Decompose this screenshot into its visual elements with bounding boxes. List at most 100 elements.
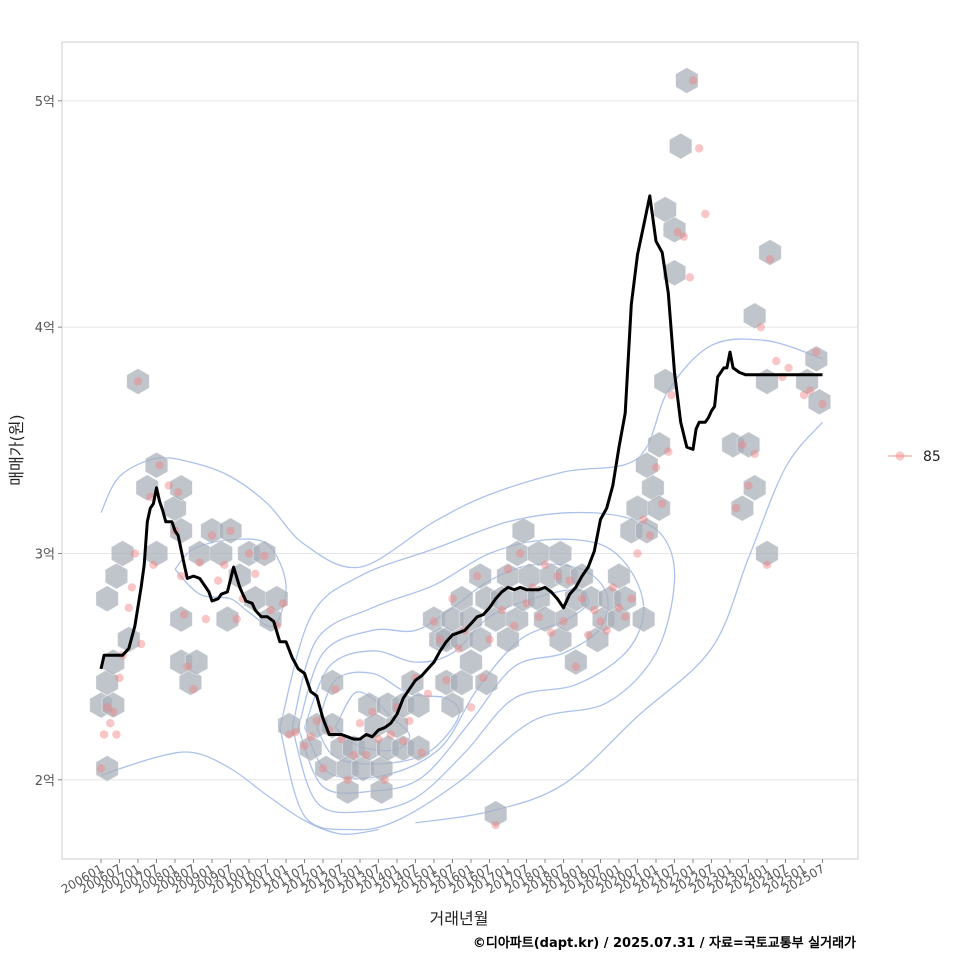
- data-point: [799, 390, 809, 400]
- data-point: [448, 594, 457, 603]
- data-point: [503, 565, 513, 574]
- data-point: [136, 639, 146, 649]
- hexbin-cell: [277, 712, 301, 739]
- data-point: [173, 488, 183, 497]
- data-point: [266, 605, 275, 615]
- y-axis-title: 매매가(원): [7, 414, 26, 485]
- data-point: [155, 461, 164, 470]
- data-point: [96, 764, 106, 773]
- hexbin-cell: [554, 605, 579, 633]
- data-point: [559, 617, 568, 626]
- data-point: [633, 549, 642, 558]
- scatter-points: [96, 76, 827, 830]
- data-point: [435, 635, 445, 644]
- data-point: [112, 730, 121, 739]
- data-point: [331, 685, 340, 694]
- data-point: [756, 322, 766, 332]
- data-point: [744, 481, 753, 490]
- hexbin-cell: [218, 517, 243, 545]
- data-point: [701, 209, 710, 219]
- data-point: [522, 599, 531, 608]
- data-point: [762, 560, 772, 569]
- data-point: [220, 560, 229, 569]
- data-point: [124, 603, 133, 612]
- data-point: [602, 626, 611, 635]
- data-point: [639, 515, 648, 524]
- data-point: [183, 662, 192, 671]
- y-axis-ticks: 2억 3억 4억 5억: [35, 95, 62, 789]
- data-point: [731, 504, 741, 513]
- data-point: [673, 227, 682, 237]
- hexbin-cell: [669, 132, 693, 160]
- data-point: [244, 549, 254, 558]
- data-point: [664, 447, 673, 456]
- data-point: [454, 644, 463, 653]
- data-point: [772, 356, 781, 366]
- data-point: [590, 605, 599, 615]
- hexbin-cell: [804, 345, 828, 373]
- data-point: [115, 673, 124, 683]
- hexbin-cell: [758, 239, 782, 266]
- legend: 85: [888, 449, 941, 465]
- data-point: [577, 594, 587, 603]
- data-point: [349, 750, 359, 760]
- x-axis-title: 거래년월: [430, 909, 489, 928]
- data-point: [106, 719, 115, 728]
- trend-series-line: [99, 194, 823, 741]
- data-point: [109, 707, 118, 717]
- data-point: [368, 707, 377, 717]
- density-contour: [100, 338, 823, 569]
- data-point: [278, 599, 288, 608]
- data-point: [306, 732, 315, 741]
- hexbin-cell: [755, 540, 779, 567]
- x-axis-ticks: 2006012006072007012007072008012008072009…: [59, 859, 827, 897]
- hexbin-cell: [104, 562, 129, 590]
- hexbin-cell: [675, 67, 699, 94]
- data-point: [620, 612, 630, 622]
- data-point: [667, 390, 676, 400]
- data-point: [466, 703, 476, 712]
- hexbin-cell: [215, 605, 240, 633]
- data-point: [651, 463, 661, 472]
- data-point: [405, 716, 414, 726]
- data-point: [201, 614, 211, 624]
- hexbin-cell: [647, 431, 671, 459]
- hexbin-cell: [320, 669, 344, 696]
- data-point: [571, 662, 581, 671]
- data-point: [99, 730, 109, 739]
- data-point: [423, 689, 433, 698]
- data-point: [386, 730, 396, 739]
- data-point: [195, 558, 204, 567]
- data-point: [596, 617, 605, 626]
- data-point: [374, 734, 383, 744]
- data-point: [546, 628, 556, 637]
- hexbin-cell: [209, 540, 233, 567]
- data-point: [300, 741, 309, 751]
- hexbin-cell: [406, 734, 431, 762]
- data-point: [738, 440, 747, 450]
- hexbin-cell: [607, 605, 631, 633]
- data-point: [812, 347, 821, 357]
- hexbin-cell: [635, 517, 659, 545]
- data-point: [146, 492, 155, 502]
- hexbin-cell: [144, 451, 169, 479]
- data-point: [429, 617, 439, 626]
- hexbin-cell: [252, 540, 277, 567]
- data-point: [318, 764, 328, 773]
- hexbin-cell: [585, 626, 610, 653]
- data-point: [312, 716, 322, 726]
- data-point: [232, 614, 241, 624]
- data-point: [213, 576, 223, 585]
- source-caption: ©디아파트(dapt.kr) / 2025.07.31 / 자료=국토교통부 실…: [473, 935, 856, 951]
- data-point: [685, 273, 695, 282]
- hexbin-cell: [743, 302, 767, 330]
- hexbin-cell: [564, 648, 588, 676]
- data-point: [750, 449, 759, 459]
- hexbin-cell: [369, 755, 394, 782]
- y-tick-label: 2억: [35, 774, 55, 789]
- hexbin-cell: [474, 669, 499, 696]
- data-point: [250, 569, 260, 579]
- data-point: [765, 255, 775, 264]
- data-point: [805, 386, 815, 395]
